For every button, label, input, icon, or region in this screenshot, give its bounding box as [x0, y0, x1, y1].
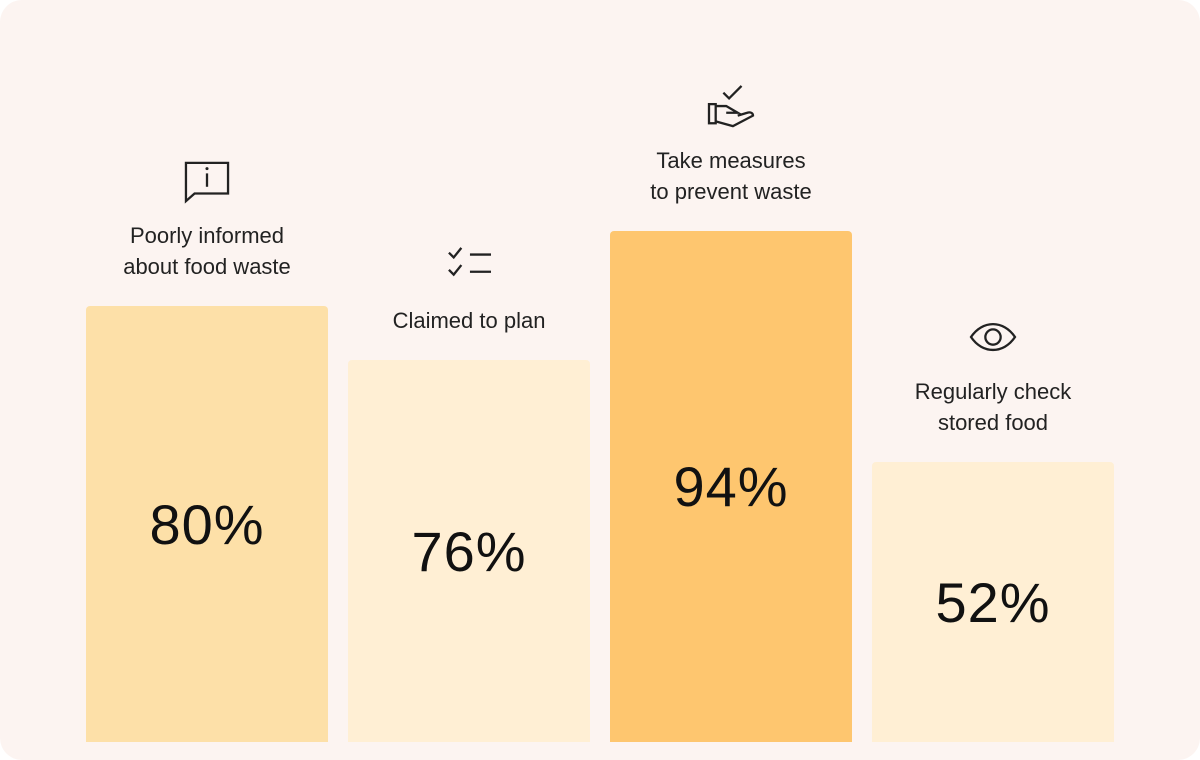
bar: 94%: [610, 231, 852, 742]
eye-icon: [969, 322, 1017, 352]
info-speech-bubble-icon: [184, 161, 230, 204]
category-label: Take measures to prevent waste: [650, 148, 812, 204]
bar-column: Poorly informed about food waste 80%: [86, 0, 328, 742]
bar: 80%: [86, 306, 328, 742]
bar-column: Regularly check stored food 52%: [872, 0, 1114, 742]
hand-check-icon: [707, 85, 755, 128]
bar: 52%: [872, 462, 1114, 742]
bar-column: Take measures to prevent waste 94%: [610, 0, 852, 742]
bar-column: Claimed to plan 76%: [348, 0, 590, 742]
bar-value-label: 52%: [935, 570, 1051, 634]
bar-value-label: 80%: [149, 492, 265, 556]
checklist-icon: [448, 247, 491, 277]
bar: 76%: [348, 360, 590, 742]
category-label: Claimed to plan: [392, 308, 546, 333]
bar-value-label: 76%: [411, 519, 527, 583]
category-label: Regularly check stored food: [914, 379, 1072, 435]
bar-value-label: 94%: [673, 455, 789, 518]
category-label: Poorly informed about food waste: [123, 223, 291, 279]
